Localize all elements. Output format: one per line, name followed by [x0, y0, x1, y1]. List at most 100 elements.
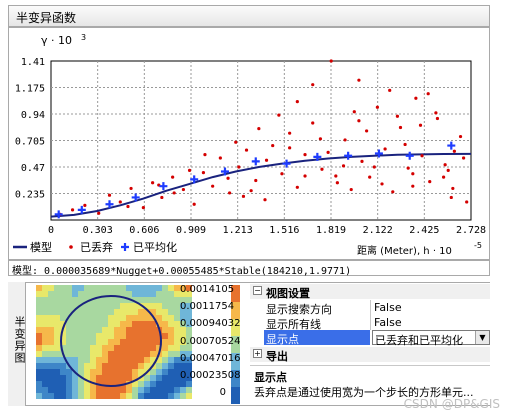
surface-cell	[84, 291, 90, 297]
surface-cell	[168, 387, 174, 393]
surface-cell	[90, 339, 96, 345]
surface-cell	[174, 315, 180, 321]
x-tick-label: 0	[48, 225, 54, 236]
surface-cell	[78, 321, 84, 327]
surface-cell	[114, 297, 120, 303]
surface-cell	[84, 297, 90, 303]
property-grid: − 视图设置 显示搜索方向 False 显示所有线 False 显示点 已丢弃和…	[250, 283, 490, 405]
surface-cell	[180, 393, 186, 399]
surface-cell	[144, 351, 150, 357]
side-tab-semivariogram[interactable]: 半变异图	[8, 282, 26, 406]
surface-cell	[156, 321, 162, 327]
surface-cell	[108, 327, 114, 333]
description-title: 显示点	[254, 371, 287, 384]
surface-cell	[126, 315, 132, 321]
section-export[interactable]: + 导出	[250, 347, 490, 363]
surface-cell	[186, 303, 192, 309]
surface-cell	[120, 333, 126, 339]
surface-cell	[108, 387, 114, 393]
surface-cell	[132, 393, 138, 399]
surface-cell	[120, 363, 126, 369]
property-value[interactable]: False	[374, 301, 402, 314]
surface-cell	[138, 285, 144, 291]
surface-cell	[96, 369, 102, 375]
discarded-point	[288, 146, 292, 150]
surface-cell	[162, 303, 168, 309]
dropdown-value: 已丢弃和已平均化	[375, 334, 463, 347]
surface-cell	[114, 375, 120, 381]
surface-cell	[114, 381, 120, 387]
discarded-point	[335, 181, 339, 185]
surface-cell	[150, 285, 156, 291]
surface-cell	[42, 285, 48, 291]
discarded-point	[226, 176, 230, 180]
surface-cell	[72, 351, 78, 357]
property-row-search-direction[interactable]: 显示搜索方向 False	[250, 300, 490, 316]
surface-cell	[174, 369, 180, 375]
surface-cell	[168, 345, 174, 351]
surface-cell	[96, 333, 102, 339]
surface-cell	[54, 291, 60, 297]
surface-cell	[54, 285, 60, 291]
collapse-icon[interactable]: −	[253, 286, 262, 295]
surface-cell	[42, 375, 48, 381]
surface-cell	[108, 339, 114, 345]
expand-icon[interactable]: +	[253, 349, 262, 358]
surface-cell	[126, 303, 132, 309]
surface-cell	[108, 303, 114, 309]
surface-cell	[168, 357, 174, 363]
surface-cell	[66, 309, 72, 315]
window-title: 半变异函数	[16, 11, 77, 25]
surface-cell	[114, 285, 120, 291]
surface-cell	[150, 339, 156, 345]
discarded-point	[218, 156, 222, 160]
discarded-point	[360, 159, 364, 163]
show-points-dropdown[interactable]: 已丢弃和已平均化 ▼	[372, 330, 490, 347]
surface-cell	[66, 387, 72, 393]
discarded-point	[107, 193, 112, 197]
averaged-point	[282, 159, 291, 168]
surface-cell	[102, 339, 108, 345]
surface-cell	[132, 345, 138, 351]
surface-cell	[126, 393, 132, 399]
surface-cell	[180, 315, 186, 321]
discarded-point	[414, 96, 418, 100]
surface-cell	[54, 387, 60, 393]
surface-cell	[162, 285, 168, 291]
legend-averaged-swatch	[121, 243, 129, 251]
surface-cell	[42, 369, 48, 375]
surface-cell	[150, 387, 156, 393]
surface-cell	[102, 291, 108, 297]
surface-cell	[42, 345, 48, 351]
discarded-point	[203, 152, 207, 157]
surface-cell	[138, 393, 144, 399]
surface-cell	[150, 291, 156, 297]
surface-cell	[36, 321, 42, 327]
surface-cell	[120, 297, 126, 303]
surface-cell	[42, 351, 48, 357]
surface-cell	[168, 351, 174, 357]
chevron-down-icon[interactable]: ▼	[475, 331, 489, 344]
surface-cell	[168, 291, 174, 297]
surface-cell	[102, 369, 108, 375]
discarded-point	[357, 78, 361, 82]
surface-cell	[138, 351, 144, 357]
surface-cell	[54, 327, 60, 333]
discarded-point	[70, 208, 75, 212]
discarded-point	[449, 195, 453, 200]
surface-cell	[72, 357, 78, 363]
surface-cell	[150, 333, 156, 339]
property-row-show-points[interactable]: 显示点 已丢弃和已平均化 ▼	[250, 330, 490, 347]
surface-cell	[138, 333, 144, 339]
surface-cell	[66, 327, 72, 333]
property-value[interactable]: False	[374, 316, 402, 329]
section-view-settings[interactable]: − 视图设置	[250, 284, 490, 300]
property-row-all-lines[interactable]: 显示所有线 False	[250, 315, 490, 331]
surface-cell	[108, 351, 114, 357]
surface-cell	[96, 345, 102, 351]
surface-cell	[66, 339, 72, 345]
surface-cell	[180, 291, 186, 297]
discarded-point	[303, 152, 307, 157]
surface-cell	[144, 345, 150, 351]
discarded-point	[406, 166, 410, 170]
